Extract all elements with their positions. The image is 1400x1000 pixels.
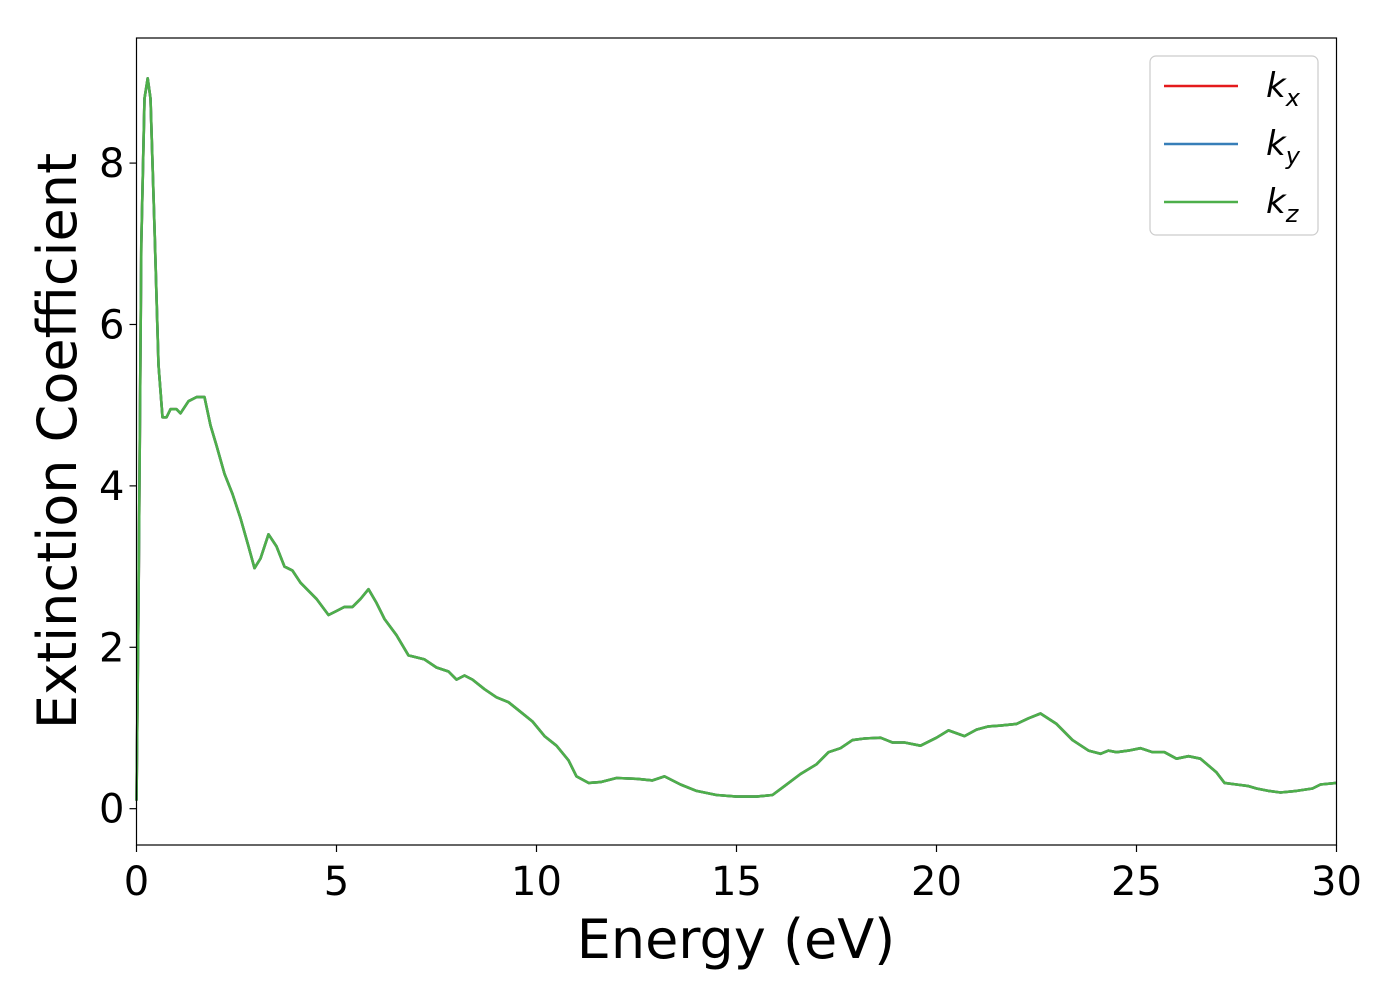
axis-ticks: 0 5 10 15 20 25 30 0 2 4 6 8 bbox=[99, 141, 1362, 905]
plot-frame bbox=[135, 37, 1338, 846]
x-axis-title: Energy (eV) bbox=[577, 908, 896, 971]
x-tick-label: 10 bbox=[511, 859, 562, 905]
y-axis-title: Extinction Coefficient bbox=[26, 153, 89, 729]
y-tick-label: 2 bbox=[99, 625, 124, 671]
y-tick-label: 4 bbox=[99, 464, 124, 510]
legend-box bbox=[1149, 55, 1319, 236]
x-tick-label: 0 bbox=[124, 859, 149, 905]
legend-label-ky: ky bbox=[1266, 124, 1301, 170]
y-tick-label: 8 bbox=[99, 141, 124, 187]
legend-label-kx: kx bbox=[1266, 66, 1301, 112]
series-line-kz bbox=[135, 77, 1337, 801]
y-tick-label: 0 bbox=[99, 787, 124, 833]
legend: kx ky kz bbox=[1149, 55, 1319, 236]
series-lines bbox=[135, 77, 1337, 801]
legend-label-kz: kz bbox=[1266, 182, 1300, 228]
x-tick-label: 30 bbox=[1311, 859, 1362, 905]
y-tick-label: 6 bbox=[99, 302, 124, 348]
x-tick-label: 20 bbox=[911, 859, 962, 905]
x-tick-label: 5 bbox=[324, 859, 349, 905]
x-tick-label: 15 bbox=[711, 859, 762, 905]
x-tick-label: 25 bbox=[1111, 859, 1162, 905]
